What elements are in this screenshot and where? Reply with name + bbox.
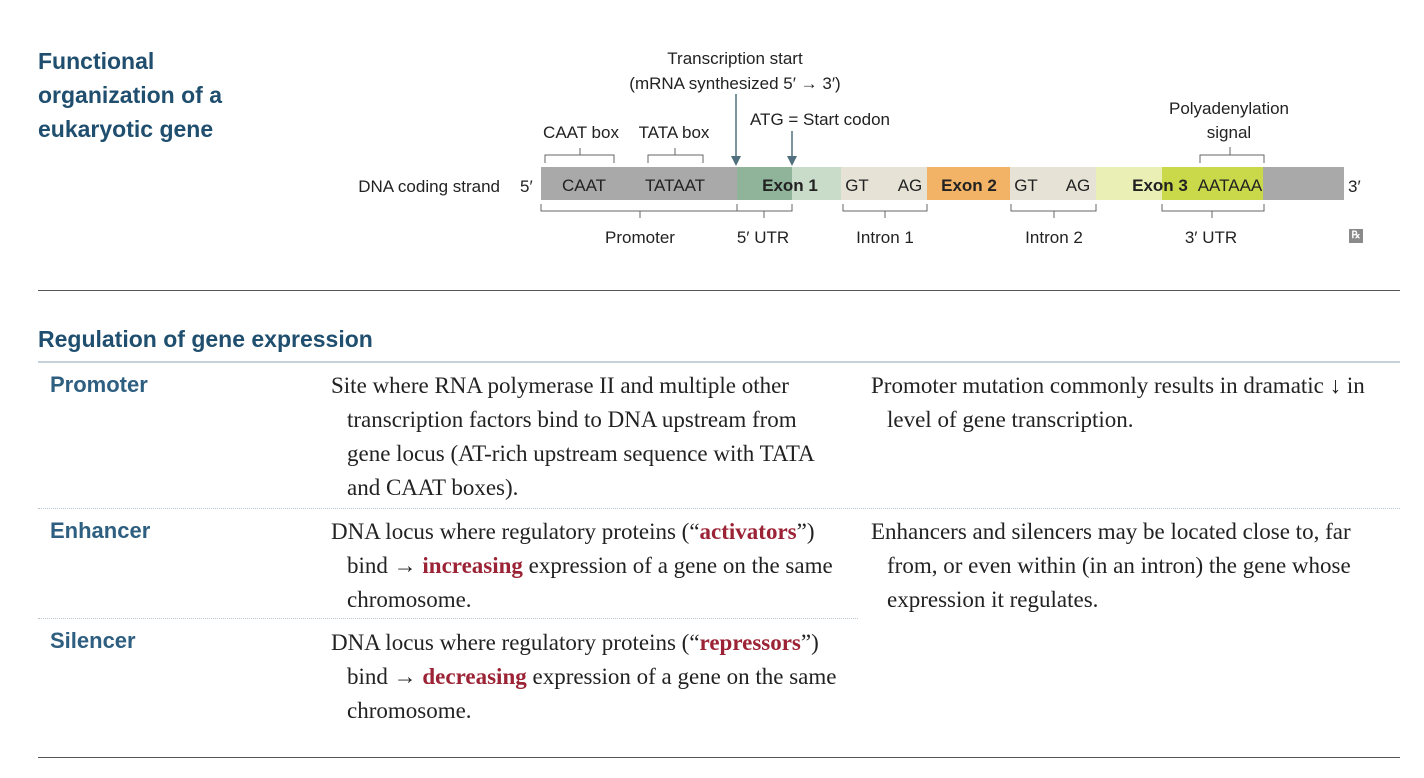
strand-label: DNA coding strand <box>358 177 500 196</box>
enhancer-silencer-note: Enhancers and silencers may be located c… <box>871 515 1401 617</box>
exon1-label: Exon 1 <box>762 176 818 195</box>
aataaa-sequence: AATAAA <box>1198 176 1263 195</box>
ag-site-1: AG <box>898 176 923 195</box>
caat-sequence: CAAT <box>562 176 606 195</box>
tataat-sequence: TATAAT <box>645 176 705 195</box>
decreasing-highlight: decreasing <box>422 664 527 689</box>
exon2-segment <box>927 167 1010 200</box>
gt-site-2: GT <box>1014 176 1038 195</box>
table-header-rule <box>38 361 1400 363</box>
increasing-highlight: increasing <box>422 553 523 578</box>
promoter-bracket <box>540 204 738 218</box>
utr3-label: 3′ UTR <box>1185 228 1237 247</box>
intron1-segment <box>841 167 927 200</box>
enhancer-description: DNA locus where regulatory proteins (“ac… <box>331 515 851 617</box>
silencer-description: DNA locus where regulatory proteins (“re… <box>331 626 851 728</box>
caat-box-label: CAAT box <box>543 123 619 142</box>
promoter-note-text: Promoter mutation commonly results in dr… <box>871 373 1365 432</box>
tata-box-label: TATA box <box>639 123 710 142</box>
regulation-title: Regulation of gene expression <box>38 326 373 352</box>
section-title-line: organization of a <box>38 82 222 108</box>
rx-icon: ℞ <box>1349 229 1363 243</box>
transcription-start-arrow-icon <box>731 156 741 166</box>
promoter-note: Promoter mutation commonly results in dr… <box>871 369 1381 437</box>
section-title-line: Functional <box>38 48 155 74</box>
intron1-bracket <box>842 204 928 218</box>
exon3-segment-light <box>1096 167 1162 200</box>
intron2-label: Intron 2 <box>1025 228 1083 247</box>
gt-site-1: GT <box>845 176 869 195</box>
intron2-segment <box>1010 167 1096 200</box>
intron1-label: Intron 1 <box>856 228 914 247</box>
start-codon-label: ATG = Start codon <box>750 110 890 129</box>
section-divider <box>38 290 1400 291</box>
activators-highlight: activators <box>699 519 797 544</box>
section-title: Functional organization of a eukaryotic … <box>38 44 268 146</box>
row-divider <box>38 508 1400 509</box>
downstream-segment <box>1263 167 1344 200</box>
ag-site-2: AG <box>1066 176 1091 195</box>
exon3-segment <box>1162 167 1263 200</box>
silencer-description-text: DNA locus where regulatory proteins (“re… <box>331 630 837 723</box>
utr5-label: 5′ UTR <box>737 228 789 247</box>
promoter-description: Site where RNA polymerase II and multipl… <box>331 369 841 505</box>
utr5-bracket <box>736 204 793 218</box>
exon3-label: Exon 3 <box>1132 176 1188 195</box>
gene-diagram: DNA coding strand 5′ 3′ CAAT TATAAT Exon… <box>358 49 1361 247</box>
caat-box-bracket <box>544 148 615 163</box>
repressors-highlight: repressors <box>699 630 801 655</box>
term-silencer: Silencer <box>50 628 136 653</box>
five-prime-end: 5′ <box>520 177 533 196</box>
transcription-start-label: Transcription start <box>667 49 803 68</box>
polya-label-line1: Polyadenylation <box>1169 99 1289 118</box>
transcription-start-sublabel: (mRNA synthesized 5′ → 3′) <box>629 74 840 93</box>
exon2-label: Exon 2 <box>941 176 997 195</box>
term-enhancer: Enhancer <box>50 518 151 543</box>
exon1-coding-segment <box>737 167 792 200</box>
section-title-line: eukaryotic gene <box>38 116 214 142</box>
enhancer-description-text: DNA locus where regulatory proteins (“ac… <box>331 519 833 612</box>
start-codon-arrow-icon <box>787 156 797 166</box>
intron2-bracket <box>1010 204 1097 218</box>
tata-box-bracket <box>647 148 704 163</box>
polya-bracket <box>1199 147 1265 163</box>
promoter-label: Promoter <box>605 228 675 247</box>
three-prime-end: 3′ <box>1348 177 1361 196</box>
promoter-segment <box>541 167 737 200</box>
enhancer-silencer-note-text: Enhancers and silencers may be located c… <box>871 519 1351 612</box>
bottom-divider <box>38 757 1400 758</box>
promoter-description-text: Site where RNA polymerase II and multipl… <box>331 373 814 500</box>
polya-label-line2: signal <box>1207 123 1251 142</box>
utr3-bracket <box>1161 204 1265 218</box>
row-divider <box>38 618 858 619</box>
term-promoter: Promoter <box>50 372 148 397</box>
exon1-utr-segment <box>792 167 841 200</box>
